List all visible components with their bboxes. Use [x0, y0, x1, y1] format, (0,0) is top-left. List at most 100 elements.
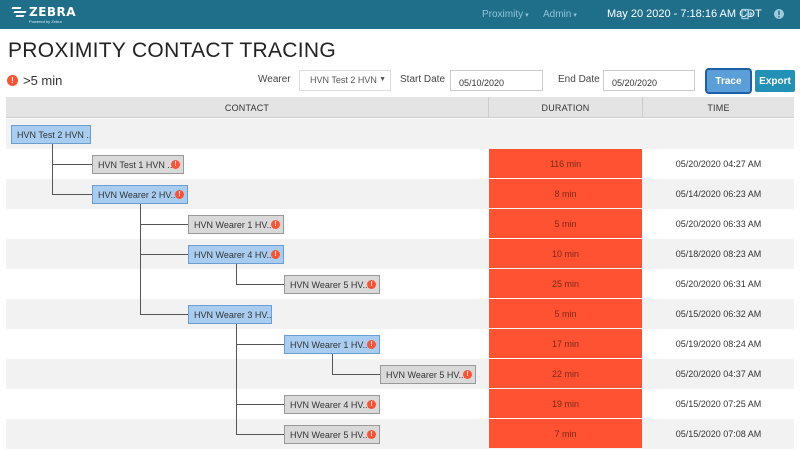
time-cell: 05/20/2020 04:27 AM: [675, 159, 762, 169]
tree-node[interactable]: HVN Test 1 HVN ...!: [92, 155, 184, 174]
alert-icon: !: [175, 190, 184, 199]
duration-cell: 19 min: [489, 389, 642, 418]
duration-cell: 7 min: [489, 419, 642, 448]
time-cell: 05/15/2020 07:25 AM: [675, 399, 762, 409]
tree-connector: [140, 224, 188, 225]
tree-connector: [332, 353, 333, 374]
time-cell: 05/18/2020 08:23 AM: [675, 249, 762, 259]
alert-icon: !: [367, 430, 376, 439]
caret-down-icon: ▼: [379, 76, 386, 83]
tree-node[interactable]: HVN Wearer 1 HV...!: [188, 215, 284, 234]
nav-admin-label: Admin: [543, 9, 572, 20]
tree-connector: [236, 284, 284, 285]
tree-connector: [52, 143, 53, 194]
table-row: 5 min 05/20/2020 06:33 AM: [6, 209, 794, 239]
tree-connector: [236, 263, 237, 284]
node-label: HVN Wearer 4 HV...: [290, 399, 371, 410]
table-row: 5 min 05/15/2020 06:32 AM: [6, 299, 794, 329]
logo-subtext: Powered by Zebra: [29, 19, 62, 24]
table-row: 17 min 05/19/2020 08:24 AM: [6, 329, 794, 359]
tree-connector: [140, 254, 188, 255]
nav-proximity-menu[interactable]: Proximity ▾: [482, 9, 529, 20]
chevron-down-icon: ▾: [525, 12, 529, 19]
tree-connector: [52, 164, 92, 165]
duration-cell: 116 min: [489, 149, 642, 178]
time-cell: 05/15/2020 07:08 AM: [675, 429, 762, 439]
node-label: HVN Wearer 3 HV...: [194, 309, 272, 320]
nav-admin-menu[interactable]: Admin ▾: [543, 9, 577, 20]
node-label: HVN Wearer 1 HV...: [290, 339, 371, 350]
chevron-down-icon: ▾: [573, 12, 577, 19]
duration-legend: ! >5 min: [7, 73, 62, 88]
time-cell: 05/15/2020 06:32 AM: [675, 309, 762, 319]
table-row: 19 min 05/15/2020 07:25 AM: [6, 389, 794, 419]
time-cell: 05/20/2020 06:31 AM: [675, 279, 762, 289]
legend-label: >5 min: [23, 73, 63, 88]
column-header-contact[interactable]: CONTACT: [6, 97, 489, 118]
info-icon[interactable]: [773, 8, 785, 20]
tree-connector: [140, 314, 188, 315]
tree-connector: [236, 344, 284, 345]
alert-icon: !: [463, 370, 472, 379]
table-row: 22 min 05/20/2020 04:37 AM: [6, 359, 794, 389]
start-date-input[interactable]: [450, 70, 543, 91]
tree-connector: [236, 434, 284, 435]
nav-proximity-label: Proximity: [482, 9, 524, 20]
tree-node[interactable]: HVN Wearer 5 HV...!: [380, 365, 476, 384]
table-row-root: [6, 119, 794, 149]
tree-node[interactable]: HVN Wearer 4 HV...!: [188, 245, 284, 264]
alert-icon: !: [367, 340, 376, 349]
tree-node-root[interactable]: HVN Test 2 HVN ...: [11, 125, 91, 144]
time-cell: 05/20/2020 06:33 AM: [675, 219, 762, 229]
node-label: HVN Test 2 HVN ...: [17, 129, 91, 140]
zebra-stripes-icon: [11, 6, 27, 20]
start-date-label: Start Date: [400, 74, 446, 85]
tree-node[interactable]: HVN Wearer 5 HV...!: [284, 275, 380, 294]
time-cell: 05/19/2020 08:24 AM: [675, 339, 762, 349]
node-label: HVN Wearer 5 HV...: [290, 429, 371, 440]
tree-connector: [236, 404, 284, 405]
export-button[interactable]: Export: [755, 70, 795, 92]
zebra-logo[interactable]: ZEBRA Powered by Zebra: [11, 5, 77, 24]
page-title: PROXIMITY CONTACT TRACING: [8, 39, 336, 62]
end-date-input[interactable]: [603, 70, 695, 91]
time-cell: 05/14/2020 06:23 AM: [675, 189, 762, 199]
node-label: HVN Wearer 4 HV...: [194, 249, 275, 260]
current-datetime: May 20 2020 - 7:18:16 AM CDT: [607, 8, 762, 20]
top-nav-bar: ZEBRA Powered by Zebra Proximity ▾ Admin ▾…: [0, 0, 800, 29]
duration-cell: 22 min: [489, 359, 642, 388]
table-header: CONTACT DURATION TIME: [6, 97, 794, 118]
alert-icon: !: [367, 280, 376, 289]
logo-text: ZEBRA: [29, 5, 77, 19]
contact-trace-table: CONTACT DURATION TIME 116 min 05/20/2020 …: [6, 97, 794, 449]
trace-button[interactable]: Trace: [707, 70, 750, 92]
alert-icon: !: [271, 250, 280, 259]
tree-node[interactable]: HVN Wearer 1 HV...!: [284, 335, 380, 354]
tree-connector: [140, 203, 141, 314]
wearer-select[interactable]: HVN Test 2 HVN ▼: [299, 70, 391, 91]
time-cell: 05/20/2020 04:37 AM: [675, 369, 762, 379]
alert-icon: !: [171, 160, 180, 169]
column-header-duration[interactable]: DURATION: [489, 97, 643, 118]
duration-cell: 10 min: [489, 239, 642, 268]
node-label: HVN Test 1 HVN ...: [98, 159, 175, 170]
logout-icon[interactable]: [741, 8, 753, 20]
column-header-time[interactable]: TIME: [707, 102, 730, 113]
duration-cell: 17 min: [489, 329, 642, 358]
tree-node[interactable]: HVN Wearer 2 HV...!: [92, 185, 188, 204]
duration-cell: 5 min: [489, 299, 642, 328]
node-label: HVN Wearer 2 HV...: [98, 189, 179, 200]
tree-connector: [236, 323, 237, 434]
tree-node[interactable]: HVN Wearer 4 HV...!: [284, 395, 380, 414]
duration-cell: 5 min: [489, 209, 642, 238]
tree-node[interactable]: HVN Wearer 3 HV...: [188, 305, 272, 324]
node-label: HVN Wearer 5 HV...: [386, 369, 467, 380]
tree-node[interactable]: HVN Wearer 5 HV...!: [284, 425, 380, 444]
table-row: 7 min 05/15/2020 07:08 AM: [6, 419, 794, 449]
wearer-select-value: HVN Test 2 HVN: [310, 75, 377, 85]
alert-icon: !: [7, 75, 18, 86]
table-row: 25 min 05/20/2020 06:31 AM: [6, 269, 794, 299]
end-date-label: End Date: [558, 74, 600, 85]
node-label: HVN Wearer 5 HV...: [290, 279, 371, 290]
tree-connector: [332, 374, 380, 375]
